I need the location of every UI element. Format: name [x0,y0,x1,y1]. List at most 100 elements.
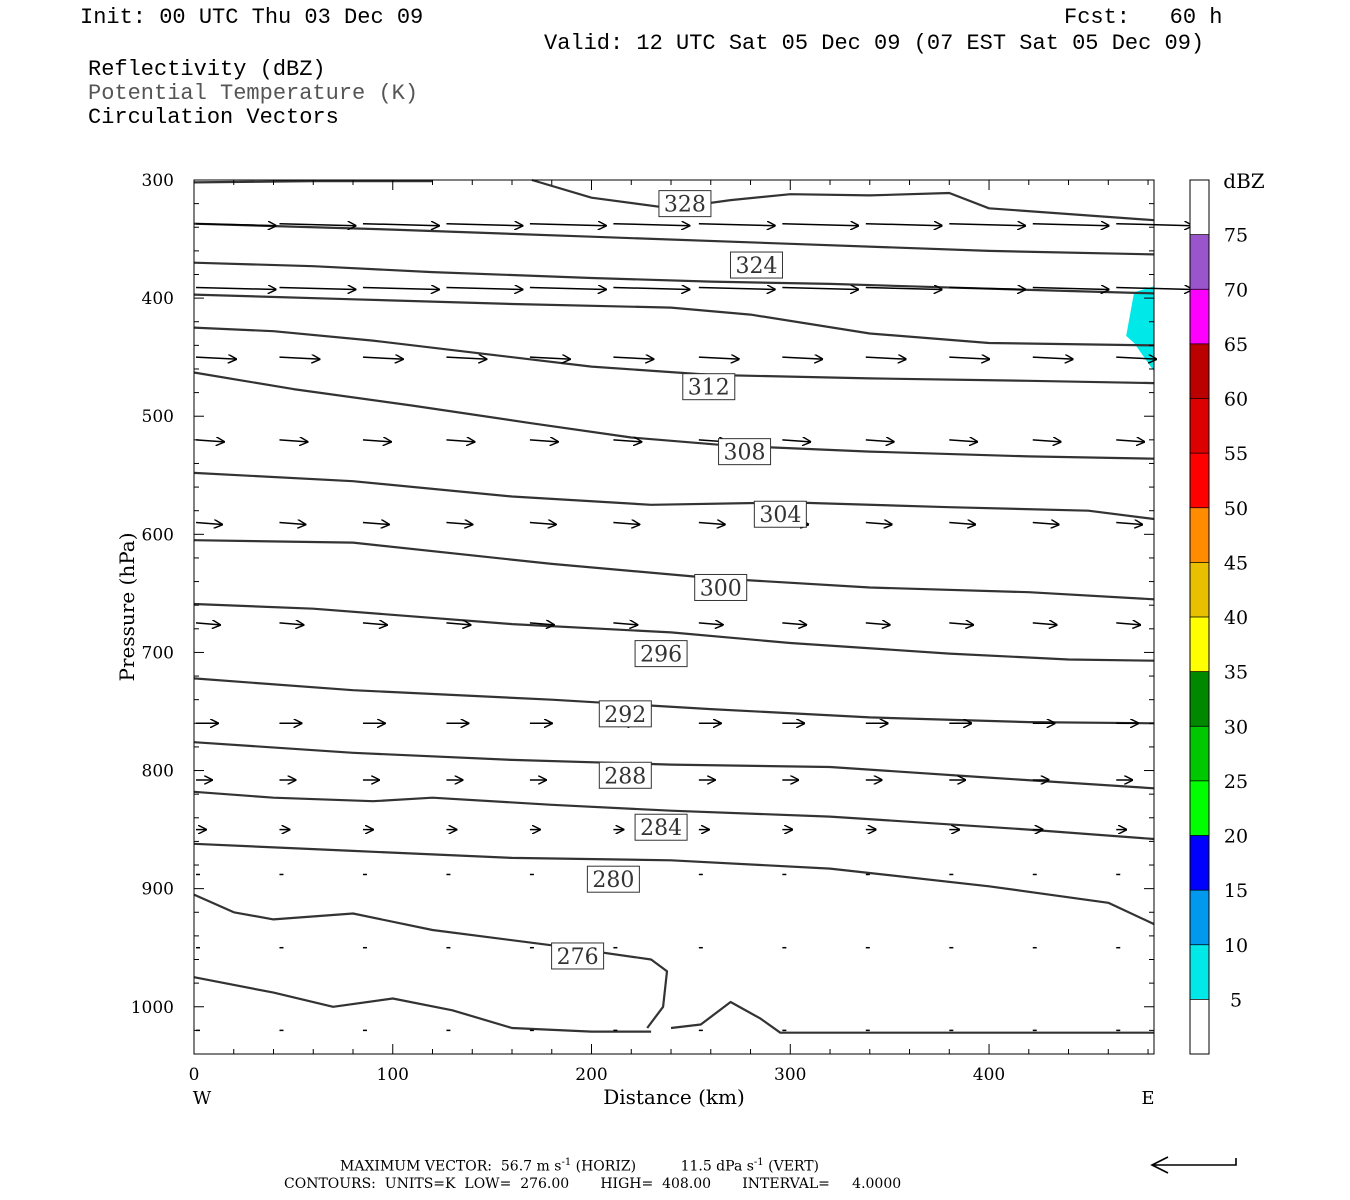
circulation-vector-5-7 [782,623,806,625]
theta-contour-14 [670,1000,1154,1034]
colorbar-segment-15 [1190,999,1209,1055]
contour-label-box-5 [694,573,748,601]
x-tick-label-1: 100 [377,1065,409,1085]
valid-time: Valid: 12 UTC Sat 05 Dec 09 (07 EST Sat … [544,31,1205,56]
contour-label-box-4 [753,500,807,528]
circulation-vector-2-3 [446,357,486,359]
circulation-vector-4-2 [362,523,389,525]
theta-contour-16 [531,178,1155,222]
circulation-vector-1-3 [446,287,522,289]
circulation-vector-3-1 [279,440,307,442]
x-tick-label-0: 0 [189,1065,200,1085]
circulation-vector-2-10 [1032,357,1073,359]
circulation-vector-2-6 [698,357,739,359]
y-tick-label-5: 800 [142,762,174,782]
theta-contour-3 [193,326,1155,385]
theta-contour-10 [193,790,1155,841]
x-tick-label-2: 200 [575,1065,607,1085]
circulation-vector-0-7 [782,224,858,226]
colorbar-segment-13 [1190,890,1209,946]
theta-contour-13 [193,976,652,1033]
colorbar-segment-10 [1190,726,1209,782]
y-tick-label-3: 600 [142,525,174,545]
field-potential-temperature: Potential Temperature (K) [88,81,419,106]
colorbar-segment-14 [1190,944,1209,1000]
contour-label-1: 324 [735,254,777,279]
circulation-vector-1-10 [1032,287,1109,289]
y-tick-label-7: 1000 [131,998,174,1018]
circulation-vector-4-9 [949,523,975,525]
colorbar-label-3: 20 [1224,826,1248,848]
contour-label-box-7 [598,700,652,728]
circulation-vector-2-7 [782,357,822,359]
circulation-vector-4-11 [1116,523,1142,525]
contour-label-11: 276 [557,945,599,970]
y-tick-label-2: 500 [142,407,174,427]
colorbar-segment-12 [1190,835,1209,891]
contour-label-box-8 [598,761,652,789]
colorbar-label-5: 30 [1224,716,1248,738]
contour-label-box-10 [586,865,640,893]
circulation-vector-1-0 [195,287,276,289]
circulation-vector-3-8 [865,440,894,442]
circulation-vector-4-1 [279,523,305,525]
y-axis-label: Pressure (hPa) [115,533,139,682]
theta-contour-11 [193,842,1155,926]
circulation-vector-0-2 [362,224,439,226]
colorbar-label-13: 70 [1224,279,1248,301]
circulation-vector-2-11 [1116,357,1156,359]
x-axis-label: Distance (km) [603,1085,745,1109]
colorbar-segment-8 [1190,617,1209,673]
colorbar-label-4: 25 [1224,771,1248,793]
west-label: W [193,1088,212,1109]
colorbar-unit: dBZ [1223,169,1265,193]
contour-label-box-9 [634,813,688,841]
colorbar-label-6: 35 [1224,662,1248,684]
circulation-vector-5-5 [613,623,637,625]
circulation-vector-1-8 [865,287,942,289]
max-horiz-value: 56.7 m s [500,1158,562,1175]
colorbar-segment-6 [1190,507,1209,563]
colorbar-label-14: 75 [1224,225,1248,247]
circulation-vector-3-2 [362,440,391,442]
colorbar-segment-4 [1190,398,1209,454]
contours-info: CONTOURS: UNITS=K LOW= 276.00 HIGH= 408.… [284,1176,902,1192]
circulation-vector-0-5 [613,224,689,226]
theta-contour-9 [193,741,1155,790]
field-reflectivity: Reflectivity (dBZ) [88,57,326,82]
x-tick-label-3: 300 [774,1065,806,1085]
circulation-vector-3-11 [1116,440,1144,442]
circulation-vector-1-6 [698,287,775,289]
circulation-vector-5-4 [529,623,554,625]
max-vert-value: 11.5 dPa s [680,1158,754,1175]
contour-label-box-3 [718,438,772,466]
contour-label-8: 288 [604,764,646,789]
circulation-vector-1-7 [782,287,858,289]
circulation-vector-3-0 [195,440,224,442]
circulation-vector-5-8 [865,623,890,625]
contour-label-box-6 [634,640,688,668]
circulation-vector-2-5 [613,357,653,359]
colorbar-label-0: 5 [1230,989,1242,1011]
colorbar-label-12: 65 [1224,334,1248,356]
max-horiz-unit: (HORIZ) [571,1158,637,1175]
circulation-vector-0-0 [195,224,276,226]
circulation-vector-0-1 [279,224,355,226]
theta-contour-2 [193,293,1155,347]
contour-label-4: 304 [759,503,801,528]
colorbar-label-10: 55 [1224,443,1248,465]
theta-contour-4 [193,371,1155,460]
max-vector-line: MAXIMUM VECTOR: 56.7 m s-1 (HORIZ) 11.5 … [340,1157,819,1175]
plot-frame [193,179,1155,1055]
circulation-vector-5-3 [446,623,470,625]
y-tick-label-0: 300 [142,171,174,191]
circulation-vector-3-4 [529,440,558,442]
circulation-vector-5-0 [195,623,220,625]
circulation-vector-4-8 [865,523,892,525]
circulation-vector-0-4 [529,224,606,226]
circulation-vector-4-10 [1032,523,1059,525]
circulation-vector-5-11 [1116,623,1140,625]
colorbar-label-2: 15 [1224,880,1248,902]
circulation-vector-3-3 [446,440,474,442]
